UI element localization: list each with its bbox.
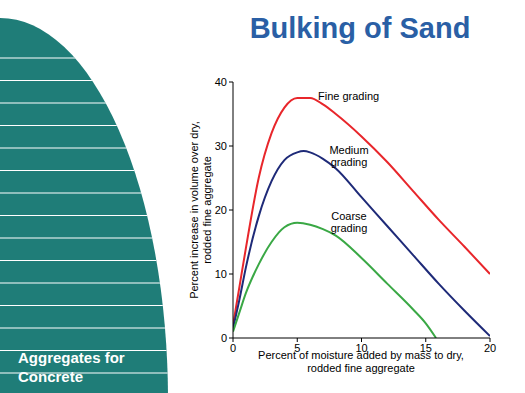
svg-text:20: 20 [484, 342, 496, 354]
svg-text:0: 0 [230, 342, 236, 354]
svg-text:10: 10 [215, 268, 227, 280]
svg-text:0: 0 [221, 332, 227, 344]
svg-text:40: 40 [215, 76, 227, 88]
svg-text:30: 30 [215, 140, 227, 152]
svg-text:20: 20 [215, 204, 227, 216]
